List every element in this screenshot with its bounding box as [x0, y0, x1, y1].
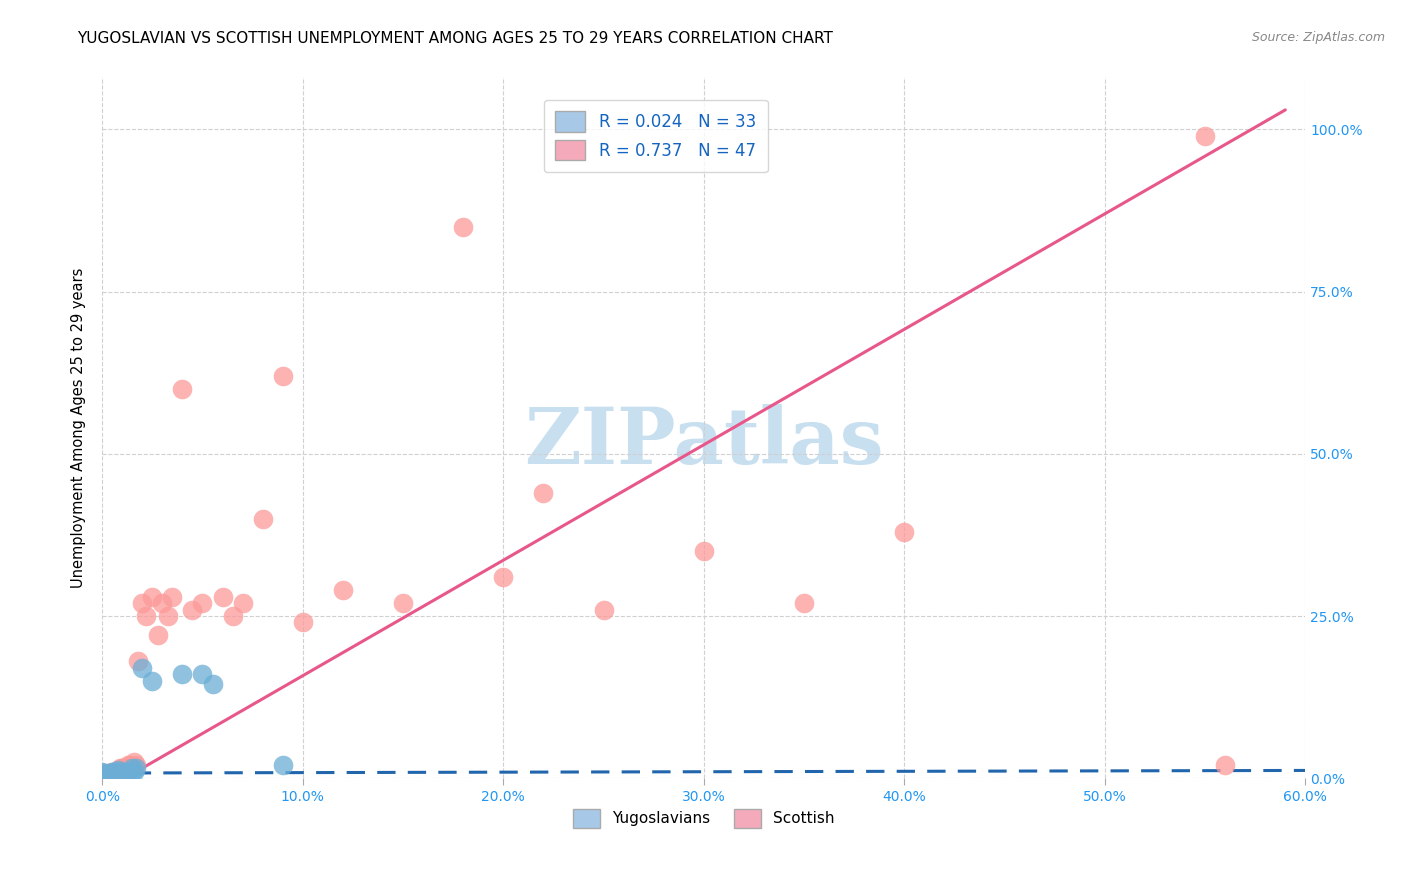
- Point: [127, 655, 149, 669]
- Point: [332, 582, 354, 597]
- Point: [693, 544, 716, 558]
- Point: [125, 758, 148, 772]
- Point: [121, 762, 143, 776]
- Point: [135, 609, 157, 624]
- Point: [98, 771, 121, 785]
- Point: [101, 766, 124, 780]
- Point: [172, 382, 194, 396]
- Point: [211, 590, 233, 604]
- Point: [101, 768, 124, 782]
- Point: [162, 590, 184, 604]
- Point: [531, 485, 554, 500]
- Point: [232, 596, 254, 610]
- Text: ZIPatlas: ZIPatlas: [524, 404, 883, 480]
- Point: [111, 768, 134, 782]
- Point: [91, 771, 114, 785]
- Point: [451, 219, 474, 234]
- Point: [111, 764, 134, 779]
- Point: [121, 764, 143, 779]
- Point: [131, 661, 153, 675]
- Point: [98, 768, 121, 782]
- Point: [291, 615, 314, 630]
- Point: [91, 766, 114, 780]
- Point: [131, 596, 153, 610]
- Legend: Yugoslavians, Scottish: Yugoslavians, Scottish: [567, 803, 841, 834]
- Point: [181, 602, 204, 616]
- Point: [150, 596, 173, 610]
- Point: [91, 768, 114, 782]
- Point: [110, 764, 132, 779]
- Point: [125, 762, 148, 776]
- Point: [91, 768, 114, 782]
- Point: [148, 628, 170, 642]
- Point: [107, 768, 129, 782]
- Point: [98, 768, 121, 782]
- Point: [271, 368, 294, 383]
- Point: [141, 590, 163, 604]
- Point: [124, 755, 146, 769]
- Point: [105, 764, 128, 779]
- Point: [103, 768, 125, 782]
- Point: [271, 758, 294, 772]
- Point: [97, 766, 120, 780]
- Point: [492, 570, 515, 584]
- Point: [157, 609, 180, 624]
- Point: [105, 768, 128, 782]
- Point: [1213, 758, 1236, 772]
- Point: [91, 764, 114, 779]
- Point: [191, 596, 214, 610]
- Point: [111, 764, 134, 779]
- Point: [103, 766, 125, 780]
- Point: [592, 602, 614, 616]
- Point: [96, 768, 118, 782]
- Point: [101, 764, 124, 779]
- Point: [96, 771, 118, 785]
- Point: [115, 762, 138, 776]
- Point: [1194, 128, 1216, 143]
- Point: [96, 768, 118, 782]
- Point: [221, 609, 243, 624]
- Point: [117, 758, 139, 772]
- Point: [893, 524, 915, 539]
- Point: [117, 764, 139, 779]
- Point: [105, 764, 128, 779]
- Point: [101, 764, 124, 779]
- Point: [191, 667, 214, 681]
- Point: [124, 764, 146, 779]
- Point: [201, 677, 224, 691]
- Point: [101, 768, 124, 782]
- Point: [110, 762, 132, 776]
- Point: [107, 764, 129, 779]
- Point: [141, 673, 163, 688]
- Point: [91, 766, 114, 780]
- Y-axis label: Unemployment Among Ages 25 to 29 years: Unemployment Among Ages 25 to 29 years: [72, 268, 86, 588]
- Point: [252, 511, 274, 525]
- Text: YUGOSLAVIAN VS SCOTTISH UNEMPLOYMENT AMONG AGES 25 TO 29 YEARS CORRELATION CHART: YUGOSLAVIAN VS SCOTTISH UNEMPLOYMENT AMO…: [77, 31, 834, 46]
- Text: Source: ZipAtlas.com: Source: ZipAtlas.com: [1251, 31, 1385, 45]
- Point: [392, 596, 415, 610]
- Point: [111, 762, 134, 776]
- Point: [97, 768, 120, 782]
- Point: [172, 667, 194, 681]
- Point: [107, 764, 129, 778]
- Point: [120, 758, 142, 772]
- Point: [121, 762, 143, 776]
- Point: [103, 764, 125, 779]
- Point: [115, 764, 138, 779]
- Point: [793, 596, 815, 610]
